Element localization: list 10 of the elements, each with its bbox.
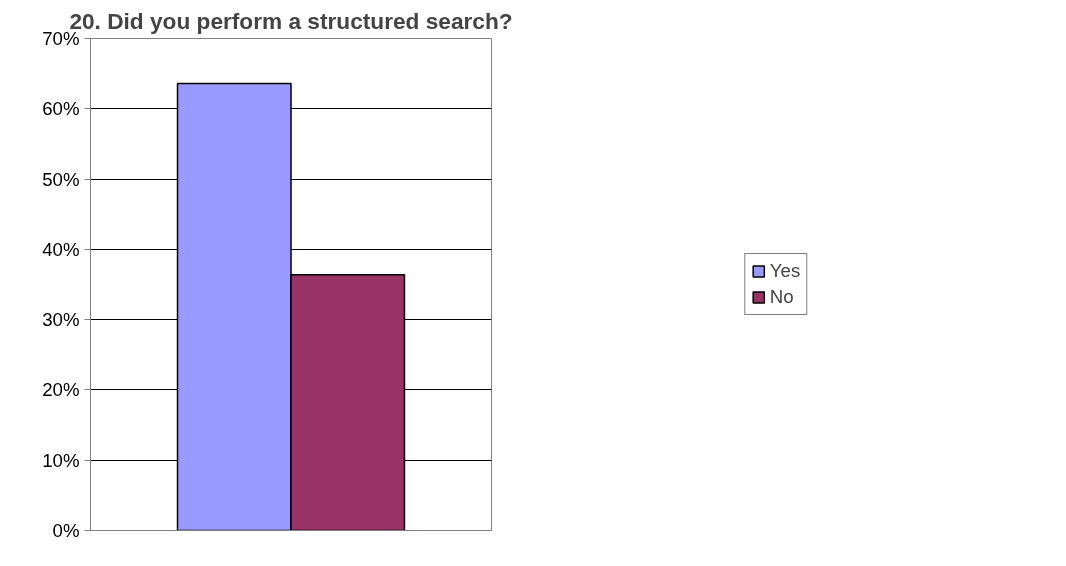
legend-label: No	[769, 286, 794, 308]
legend-label: Yes	[769, 260, 801, 282]
y-tick-label: 50%	[42, 168, 80, 190]
y-tick-label: 0%	[52, 520, 80, 541]
y-tick-label: 10%	[42, 449, 80, 471]
y-tick-label: 60%	[42, 98, 80, 120]
y-tick-label: 70%	[42, 28, 80, 49]
y-tick-label: 20%	[42, 379, 80, 401]
y-tick-label: 40%	[42, 238, 80, 260]
y-tick-label: 30%	[42, 309, 80, 331]
